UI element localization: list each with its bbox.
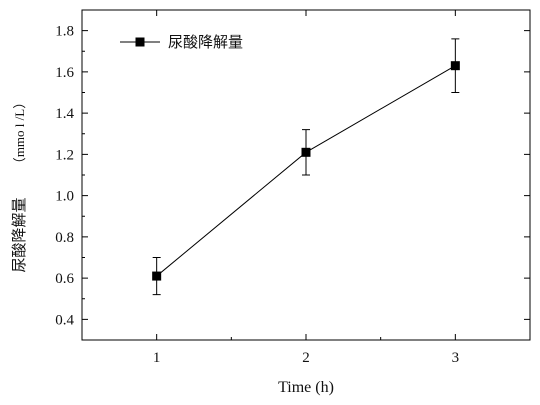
y-axis-title-unit: （mmo l /L） [12, 96, 27, 170]
data-point [301, 147, 311, 157]
y-tick-label: 1.4 [55, 106, 74, 122]
y-tick-label: 1.6 [55, 65, 74, 81]
legend: 尿酸降解量 [120, 33, 243, 51]
x-tick-label: 1 [153, 350, 161, 366]
y-tick-label: 0.4 [55, 312, 74, 328]
legend-label: 尿酸降解量 [168, 33, 243, 51]
data-point [152, 271, 162, 281]
x-tick-label: 2 [302, 350, 310, 366]
y-tick-label: 1.0 [55, 189, 74, 205]
legend-marker [135, 37, 145, 47]
y-tick-label: 0.8 [55, 230, 74, 246]
y-axis-title-main: 尿酸降解量 [10, 197, 28, 272]
data-point [450, 61, 460, 71]
y-tick-label: 1.8 [55, 24, 74, 40]
y-tick-label: 1.2 [55, 147, 74, 163]
series-group [152, 38, 460, 296]
y-axis: 0.4 0.6 0.8 1.0 1.2 1.4 1.6 1.8 [55, 24, 530, 328]
y-axis-title: 尿酸降解量 （mmo l /L） [10, 96, 28, 273]
y-tick-label: 0.6 [55, 271, 74, 287]
x-axis: 1 2 3 [153, 10, 459, 366]
x-tick-label: 3 [452, 350, 460, 366]
x-axis-title: Time (h) [278, 379, 334, 396]
